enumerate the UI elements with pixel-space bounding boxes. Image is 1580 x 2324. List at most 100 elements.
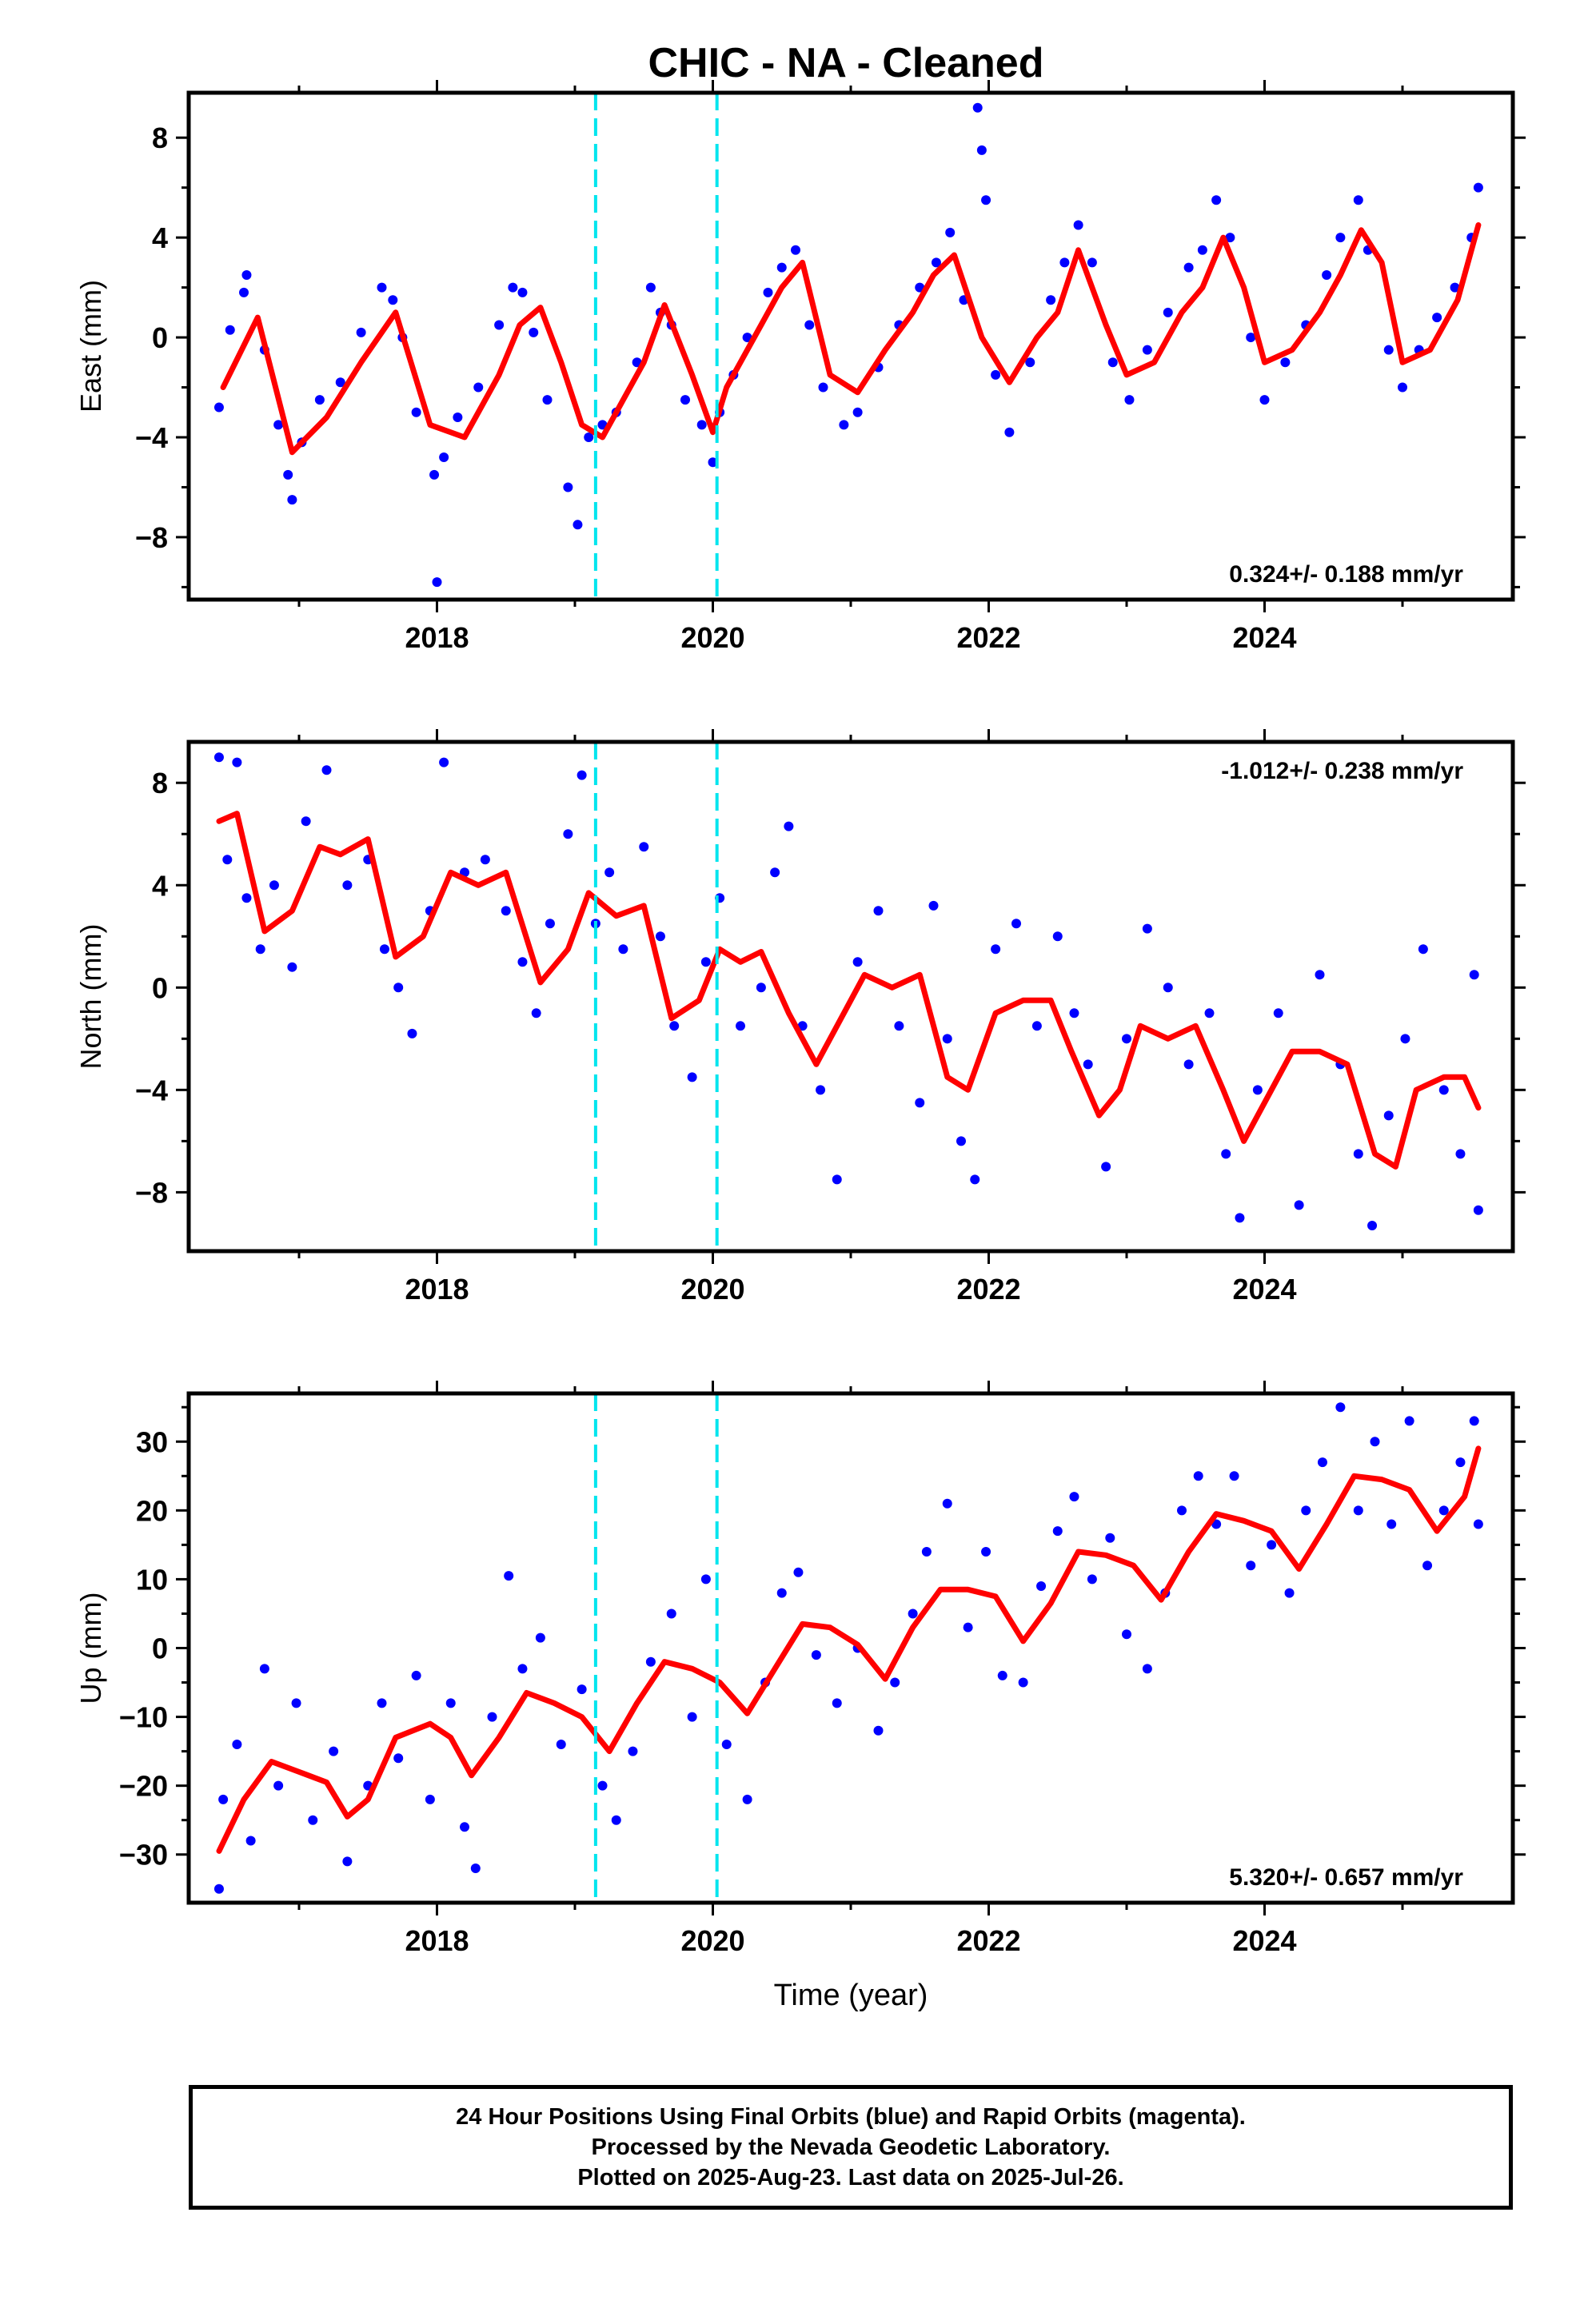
east-point-63 [1087,257,1097,268]
east-point-47 [852,407,863,417]
up-point-56 [1177,1505,1187,1516]
north-point-23 [577,770,587,780]
north-point-3 [241,893,252,903]
east-point-61 [1059,257,1070,268]
north-ylabel: North (mm) [74,924,107,1070]
up-ytick-label-2: −10 [119,1701,168,1734]
east-point-78 [1353,195,1363,205]
north-point-52 [1069,1008,1079,1018]
east-point-70 [1211,195,1222,205]
up-point-51 [1087,1574,1097,1585]
north-point-68 [1367,1220,1378,1230]
up-point-43 [942,1498,952,1509]
east-point-9 [314,395,325,405]
east-point-73 [1259,395,1270,405]
east-point-7 [287,495,297,505]
up-point-41 [908,1608,918,1619]
up-point-22 [556,1740,566,1750]
north-point-60 [1221,1149,1231,1159]
east-ylabel: East (mm) [74,280,107,413]
north-point-63 [1273,1008,1283,1018]
north-point-27 [639,842,649,852]
east-point-23 [517,287,528,297]
up-point-61 [1267,1540,1277,1550]
east-point-22 [508,282,518,293]
north-point-22 [563,829,573,839]
up-point-30 [700,1574,711,1585]
north-xtick-label-1: 2020 [680,1273,744,1306]
north-point-42 [894,1021,904,1031]
up-point-24 [597,1780,608,1791]
east-point-41 [763,287,773,297]
up-point-1 [218,1794,229,1804]
east-point-11 [356,327,366,337]
up-xtick-label-2: 2022 [956,1924,1020,1957]
east-point-12 [377,282,387,293]
up-point-18 [487,1712,497,1722]
up-point-68 [1386,1519,1397,1529]
east-point-76 [1322,269,1332,280]
north-point-75 [1473,1205,1483,1215]
east-point-68 [1183,262,1194,273]
east-point-57 [991,369,1001,380]
east-xtick-label-1: 2020 [680,621,744,654]
plot-area-up [213,1393,1483,1903]
up-xtick-label-0: 2018 [405,1924,469,1957]
north-point-12 [393,983,404,993]
north-point-44 [928,900,939,911]
up-point-4 [259,1664,269,1674]
plot-area-north [213,742,1483,1251]
up-ytick-label-0: −30 [119,1839,168,1872]
up-point-9 [342,1856,353,1867]
east-ytick-label-1: −4 [135,421,168,454]
east-point-80 [1383,345,1394,355]
north-point-71 [1418,944,1428,955]
north-ytick-label-2: 0 [152,971,168,1004]
north-point-64 [1294,1200,1304,1210]
north-point-74 [1469,970,1479,980]
up-point-53 [1122,1629,1131,1640]
east-point-83 [1432,313,1442,323]
up-point-12 [393,1753,404,1764]
north-point-70 [1400,1034,1410,1044]
up-point-54 [1142,1664,1152,1674]
up-point-60 [1246,1561,1256,1571]
up-point-2 [232,1740,242,1750]
east-xtick-label-2: 2022 [956,621,1020,654]
up-point-37 [832,1698,842,1708]
up-ylabel: Up (mm) [74,1593,107,1704]
up-point-72 [1455,1457,1466,1468]
up-point-44 [963,1622,973,1632]
up-ytick-label-5: 20 [136,1494,168,1527]
north-point-7 [301,816,311,827]
north-point-53 [1083,1059,1093,1070]
north-ytick-label-0: −8 [135,1176,168,1209]
east-point-43 [791,245,800,255]
east-point-67 [1163,307,1173,317]
up-point-73 [1469,1416,1479,1426]
east-xtick-label-3: 2024 [1232,621,1296,654]
north-point-40 [852,957,863,967]
north-point-58 [1183,1059,1194,1070]
east-point-37 [708,457,718,468]
east-point-10 [335,377,345,388]
up-point-52 [1105,1533,1115,1543]
east-point-36 [696,420,707,430]
north-point-57 [1163,983,1173,993]
up-frame [186,1391,1515,1905]
north-point-56 [1142,923,1152,934]
panel-east: 2018 2020 2022 2024 −8 −4 0 4 8 East (mm) 0.324+/-… [74,80,1526,654]
north-point-5 [269,880,279,891]
east-point-5 [273,420,284,430]
north-point-17 [480,855,490,865]
north-fit-line [216,811,1482,1170]
east-point-3 [241,269,252,280]
north-point-31 [700,957,711,967]
up-point-48 [1036,1581,1047,1592]
up-point-13 [411,1670,421,1680]
east-point-45 [818,382,828,393]
north-point-11 [379,944,389,955]
up-ytick-label-1: −20 [119,1770,168,1803]
north-point-73 [1455,1149,1466,1159]
